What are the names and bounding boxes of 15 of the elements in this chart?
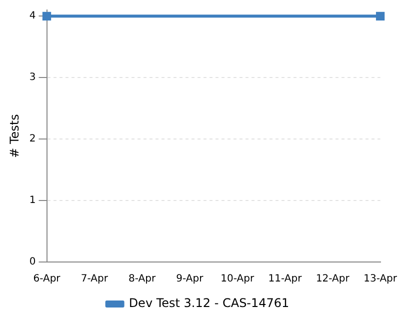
y-axis-title: # Tests bbox=[7, 114, 22, 158]
x-tick-label: 9-Apr bbox=[176, 274, 204, 285]
x-tick-label: 11-Apr bbox=[268, 274, 303, 285]
legend-label: Dev Test 3.12 - CAS-14761 bbox=[128, 296, 290, 310]
y-tick-label: 2 bbox=[29, 134, 36, 145]
y-tick-label: 3 bbox=[29, 72, 36, 84]
y-tick-label: 0 bbox=[29, 256, 36, 268]
x-tick-label: 12-Apr bbox=[316, 274, 350, 285]
x-tick-label: 10-Apr bbox=[220, 274, 255, 285]
x-tick-label: 6-Apr bbox=[33, 274, 62, 285]
x-tick-label: 7-Apr bbox=[80, 274, 109, 285]
x-tick-label: 8-Apr bbox=[128, 274, 156, 285]
y-tick-label: 1 bbox=[29, 195, 36, 206]
x-tick-label: 13-Apr bbox=[364, 274, 398, 285]
y-tick-label: 4 bbox=[29, 10, 36, 22]
